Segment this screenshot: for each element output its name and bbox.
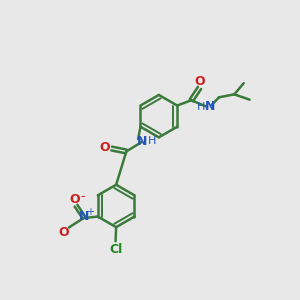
Text: O: O [194,75,205,88]
Text: -: - [80,190,85,203]
Text: N: N [204,100,215,113]
Text: H: H [148,136,156,146]
Text: O: O [100,141,110,154]
Text: +: + [85,207,94,217]
Text: O: O [69,193,80,206]
Text: N: N [79,210,89,223]
Text: H: H [197,102,206,112]
Text: N: N [137,135,148,148]
Text: O: O [58,226,69,239]
Text: Cl: Cl [109,243,122,256]
